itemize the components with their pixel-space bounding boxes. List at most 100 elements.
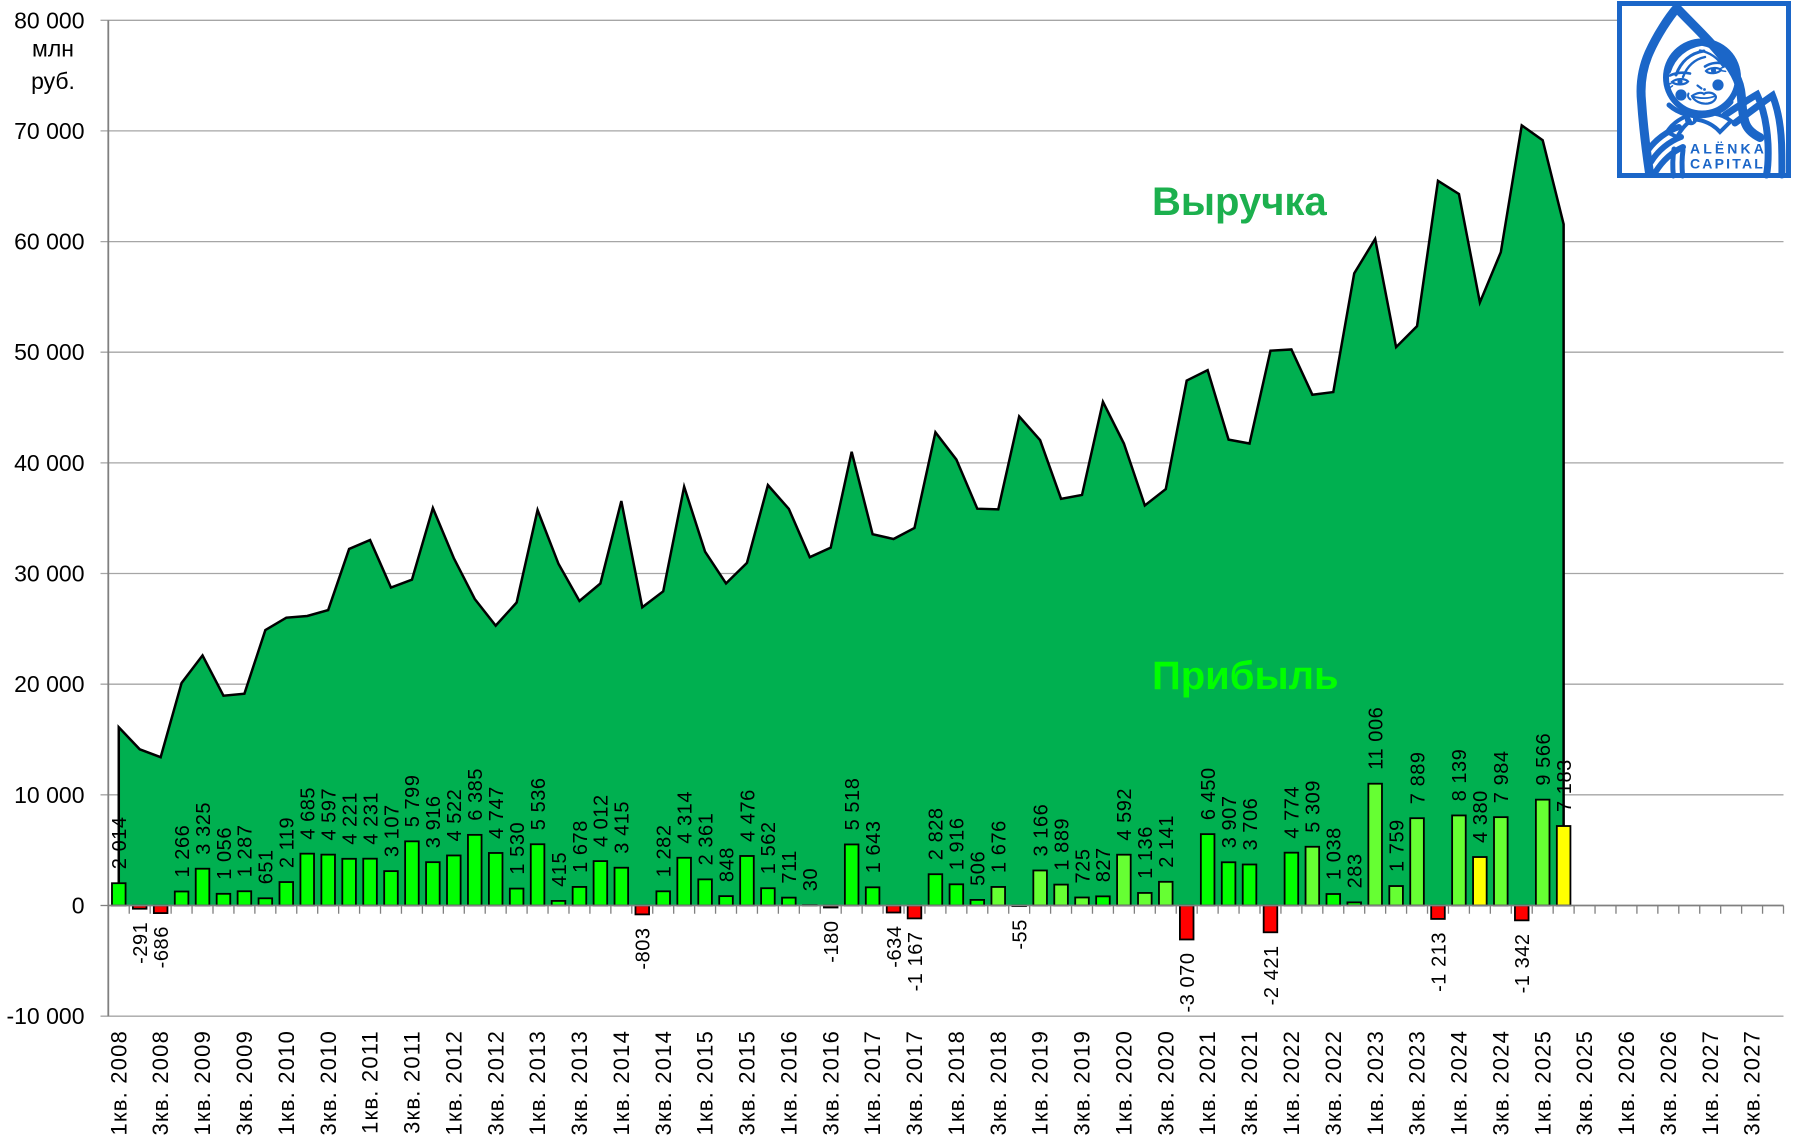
svg-text:60 000: 60 000 xyxy=(14,229,84,255)
svg-text:415: 415 xyxy=(549,852,571,887)
svg-text:30 000: 30 000 xyxy=(14,561,84,587)
svg-text:1 562: 1 562 xyxy=(758,821,780,874)
svg-text:2 141: 2 141 xyxy=(1156,815,1178,868)
svg-text:-634: -634 xyxy=(884,926,906,968)
svg-text:6 385: 6 385 xyxy=(465,768,487,821)
svg-text:-180: -180 xyxy=(821,921,843,963)
svg-text:3кв. 2018: 3кв. 2018 xyxy=(986,1030,1011,1136)
svg-text:1кв. 2025: 1кв. 2025 xyxy=(1530,1030,1555,1136)
svg-text:3кв. 2008: 3кв. 2008 xyxy=(148,1030,173,1136)
svg-text:1 287: 1 287 xyxy=(235,824,257,877)
svg-text:848: 848 xyxy=(716,847,738,882)
svg-text:-55: -55 xyxy=(1010,919,1032,950)
svg-text:6 450: 6 450 xyxy=(1198,767,1220,820)
svg-text:-3 070: -3 070 xyxy=(1177,953,1199,1013)
svg-text:Выручка: Выручка xyxy=(1152,180,1327,224)
svg-text:1 056: 1 056 xyxy=(214,827,236,880)
svg-text:7 889: 7 889 xyxy=(1407,751,1429,804)
svg-text:5 536: 5 536 xyxy=(528,777,550,830)
svg-text:827: 827 xyxy=(1093,847,1115,882)
svg-text:1 038: 1 038 xyxy=(1324,827,1346,880)
svg-text:0: 0 xyxy=(72,893,85,919)
svg-text:CAPITAL: CAPITAL xyxy=(1690,156,1765,172)
svg-text:4 012: 4 012 xyxy=(591,794,613,847)
svg-text:20 000: 20 000 xyxy=(14,671,84,697)
svg-text:50 000: 50 000 xyxy=(14,339,84,365)
svg-text:1кв. 2013: 1кв. 2013 xyxy=(525,1030,550,1136)
svg-text:5 518: 5 518 xyxy=(842,778,864,831)
svg-text:-686: -686 xyxy=(151,926,173,968)
svg-text:5 799: 5 799 xyxy=(402,774,424,827)
svg-text:3кв. 2016: 3кв. 2016 xyxy=(818,1030,843,1136)
svg-text:3кв. 2022: 3кв. 2022 xyxy=(1321,1030,1346,1136)
svg-text:4 522: 4 522 xyxy=(444,789,466,842)
svg-text:1 643: 1 643 xyxy=(863,820,885,873)
svg-text:1кв. 2009: 1кв. 2009 xyxy=(190,1030,215,1136)
svg-text:30: 30 xyxy=(800,868,822,891)
svg-text:2 361: 2 361 xyxy=(695,813,717,866)
svg-text:3кв. 2013: 3кв. 2013 xyxy=(567,1030,592,1136)
svg-text:3кв. 2020: 3кв. 2020 xyxy=(1153,1030,1178,1136)
svg-text:4 476: 4 476 xyxy=(737,789,759,842)
svg-text:1кв. 2019: 1кв. 2019 xyxy=(1028,1030,1053,1136)
svg-text:руб.: руб. xyxy=(31,68,75,94)
svg-text:80 000: 80 000 xyxy=(14,7,84,33)
svg-text:4 597: 4 597 xyxy=(319,788,341,841)
svg-text:1кв. 2017: 1кв. 2017 xyxy=(860,1030,885,1136)
svg-text:1 678: 1 678 xyxy=(570,820,592,873)
svg-text:3кв. 2015: 3кв. 2015 xyxy=(735,1030,760,1136)
svg-text:1 759: 1 759 xyxy=(1386,819,1408,872)
svg-text:3кв. 2023: 3кв. 2023 xyxy=(1405,1030,1430,1136)
svg-text:3кв. 2026: 3кв. 2026 xyxy=(1656,1030,1681,1136)
svg-text:1кв. 2023: 1кв. 2023 xyxy=(1363,1030,1388,1136)
svg-text:1кв. 2024: 1кв. 2024 xyxy=(1447,1030,1472,1136)
svg-text:1кв. 2012: 1кв. 2012 xyxy=(441,1030,466,1136)
svg-text:1кв. 2014: 1кв. 2014 xyxy=(609,1030,634,1136)
svg-text:2 828: 2 828 xyxy=(926,807,948,860)
svg-text:1 282: 1 282 xyxy=(654,824,676,877)
svg-text:3 325: 3 325 xyxy=(193,802,215,855)
svg-text:3кв. 2021: 3кв. 2021 xyxy=(1237,1030,1262,1136)
svg-text:-803: -803 xyxy=(633,927,655,969)
svg-text:506: 506 xyxy=(968,851,990,886)
svg-text:283: 283 xyxy=(1345,853,1367,888)
svg-text:-1 167: -1 167 xyxy=(905,931,927,991)
svg-text:2 119: 2 119 xyxy=(277,817,299,868)
svg-text:3 916: 3 916 xyxy=(423,795,445,848)
svg-text:711: 711 xyxy=(779,850,801,884)
svg-text:-2 421: -2 421 xyxy=(1261,945,1283,1005)
svg-text:1 676: 1 676 xyxy=(989,820,1011,873)
svg-text:1кв. 2015: 1кв. 2015 xyxy=(693,1030,718,1136)
svg-text:-291: -291 xyxy=(130,922,152,964)
svg-text:3кв. 2027: 3кв. 2027 xyxy=(1740,1030,1765,1136)
svg-text:1кв. 2026: 1кв. 2026 xyxy=(1614,1030,1639,1136)
svg-text:1кв. 2027: 1кв. 2027 xyxy=(1698,1030,1723,1136)
svg-text:1кв. 2016: 1кв. 2016 xyxy=(777,1030,802,1136)
svg-text:3кв. 2009: 3кв. 2009 xyxy=(232,1030,257,1136)
svg-text:3кв. 2014: 3кв. 2014 xyxy=(651,1030,676,1136)
svg-text:ALËNKA: ALËNKA xyxy=(1690,141,1767,157)
svg-text:70 000: 70 000 xyxy=(14,118,84,144)
svg-text:3кв. 2017: 3кв. 2017 xyxy=(902,1030,927,1136)
svg-text:3кв. 2025: 3кв. 2025 xyxy=(1572,1030,1597,1136)
svg-text:1 530: 1 530 xyxy=(507,822,529,875)
svg-text:3кв. 2010: 3кв. 2010 xyxy=(316,1030,341,1136)
svg-text:4 380: 4 380 xyxy=(1470,790,1492,843)
svg-text:9 566: 9 566 xyxy=(1533,733,1555,786)
svg-text:11 006: 11 006 xyxy=(1366,707,1388,770)
svg-text:1кв. 2020: 1кв. 2020 xyxy=(1112,1030,1137,1136)
svg-text:1кв. 2011: 1кв. 2011 xyxy=(358,1030,383,1134)
svg-text:8 139: 8 139 xyxy=(1449,749,1471,802)
svg-text:1кв. 2021: 1кв. 2021 xyxy=(1195,1030,1220,1136)
svg-text:3 415: 3 415 xyxy=(612,801,634,854)
svg-text:1 136: 1 136 xyxy=(1135,826,1157,879)
svg-text:4 231: 4 231 xyxy=(360,792,382,845)
svg-text:40 000: 40 000 xyxy=(14,450,84,476)
svg-text:1кв. 2022: 1кв. 2022 xyxy=(1279,1030,1304,1136)
svg-text:3 706: 3 706 xyxy=(1240,798,1262,851)
svg-text:1 916: 1 916 xyxy=(947,817,969,870)
svg-text:3 907: 3 907 xyxy=(1219,795,1241,848)
svg-text:10 000: 10 000 xyxy=(14,782,84,808)
svg-text:млн: млн xyxy=(32,36,74,62)
svg-text:7 984: 7 984 xyxy=(1491,750,1513,803)
